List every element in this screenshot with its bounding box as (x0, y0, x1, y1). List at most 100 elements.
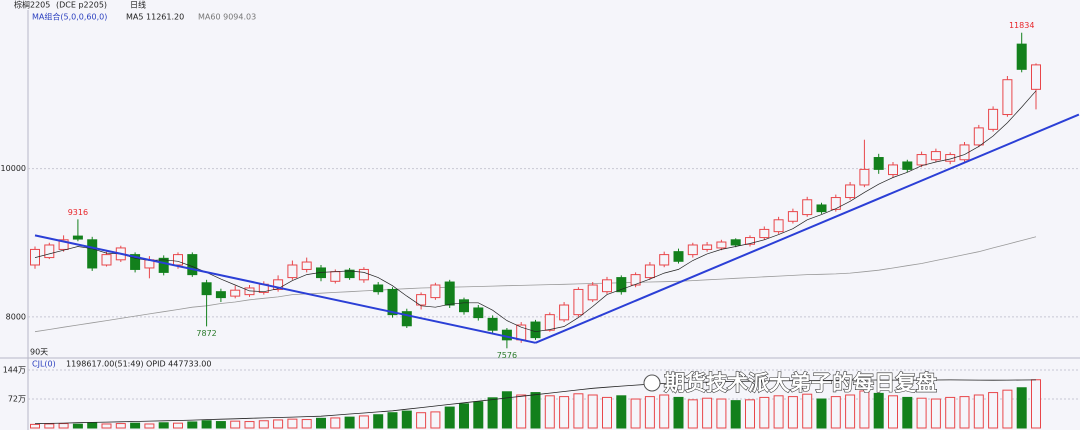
candle-body (988, 108, 999, 130)
candle-body (387, 288, 398, 316)
range-label: 90天 (30, 348, 48, 357)
candle-body (802, 199, 813, 216)
volume-bar (87, 422, 98, 429)
trend-line (34, 234, 536, 344)
volume-info: 1198617.00(51:49) (66, 360, 144, 369)
volume-bar (144, 423, 155, 429)
exchange-code: (DCE p2205) (56, 1, 107, 10)
volume-bar (716, 398, 727, 429)
price-panel (28, 32, 1080, 349)
y-tick-label: 72万 (8, 395, 26, 404)
candle-body (187, 254, 198, 276)
ma60-label: MA60 9094.03 (198, 13, 256, 22)
period[interactable]: 日线 (130, 0, 146, 10)
candle-body (273, 279, 284, 290)
candle-body (873, 157, 884, 170)
volume-bar (988, 392, 999, 429)
volume-bar (316, 417, 326, 429)
candle-body (158, 257, 169, 273)
volume-bar (1016, 387, 1027, 429)
volume-bar (30, 423, 40, 429)
volume-bar (973, 394, 984, 429)
candle-body (630, 274, 641, 286)
candle-body (173, 254, 183, 266)
volume-bar (215, 421, 226, 429)
extreme-label: 7576 (497, 351, 517, 360)
volume-bar (530, 392, 541, 429)
ma5-label: MA5 11261.20 (126, 13, 184, 22)
candle-body (401, 311, 412, 327)
candle-body (1016, 43, 1027, 70)
volume-bar (258, 420, 269, 429)
candle-body (845, 184, 856, 199)
ma-group[interactable]: MA组合(5,0,0,60,0) (32, 12, 107, 22)
volume-bar (644, 396, 655, 429)
volume-bar (587, 394, 598, 429)
candle-body (459, 299, 469, 313)
trend-line (535, 113, 1080, 344)
volume-bar (616, 395, 627, 429)
candle-body (673, 251, 684, 262)
candle-body (72, 235, 83, 240)
candle-body (44, 244, 55, 259)
volume-bar (630, 398, 641, 429)
volume-bar (730, 400, 741, 429)
candle-body (444, 281, 455, 306)
volume-bar (373, 414, 384, 429)
candle-body (659, 254, 670, 266)
candle-body (487, 317, 498, 331)
volume-bar (559, 396, 570, 429)
candle-body (702, 244, 713, 250)
candle-body (230, 289, 241, 297)
volume-bar (201, 420, 212, 429)
candle-body (330, 271, 341, 282)
volume-bar (44, 423, 55, 429)
candle-body (787, 211, 798, 222)
volume-bar (101, 423, 112, 429)
symbol[interactable]: 棕榈2205 (14, 0, 50, 10)
volume-bar (773, 395, 784, 429)
volume-bar (516, 394, 527, 429)
volume-bar (301, 419, 312, 429)
candle-body (816, 204, 827, 213)
volume-bar (702, 397, 713, 429)
volume-bar (1002, 389, 1013, 429)
volume-bar (473, 401, 484, 429)
volume-bar (659, 394, 670, 429)
volume-bar (544, 395, 555, 429)
volume-bar (230, 420, 241, 429)
candle-body (859, 168, 870, 186)
candle-body (687, 244, 698, 256)
volume-bar (173, 422, 183, 429)
candle-body (373, 284, 384, 293)
candle-body (916, 154, 927, 166)
volume-bar (802, 393, 813, 429)
volume-bar (244, 421, 255, 429)
volume-bar (845, 394, 856, 429)
candle-body (587, 284, 598, 301)
candle-body (87, 239, 98, 269)
candle-body (830, 197, 841, 210)
y-tick-label: 8000 (6, 312, 26, 321)
volume-bar (501, 391, 512, 429)
candle-body (301, 261, 312, 270)
candle-body (745, 237, 755, 245)
candle-body (644, 264, 655, 279)
y-tick-label: 10000 (1, 164, 26, 173)
volume-bar (830, 396, 841, 429)
candle-body (416, 294, 427, 306)
volume-bar (58, 423, 69, 429)
candle-body (215, 291, 226, 299)
volume-label[interactable]: CJL(0) (32, 360, 56, 369)
volume-bar (602, 396, 612, 429)
volume-panel (28, 369, 1080, 429)
volume-bar (273, 419, 284, 429)
candle-body (930, 151, 941, 161)
wechat-icon (643, 374, 661, 392)
volume-bar (430, 411, 441, 429)
volume-bar (459, 403, 469, 429)
candle-body (1002, 79, 1013, 116)
volume-bar (401, 410, 412, 429)
y-tick-label: 144万 (3, 366, 26, 375)
